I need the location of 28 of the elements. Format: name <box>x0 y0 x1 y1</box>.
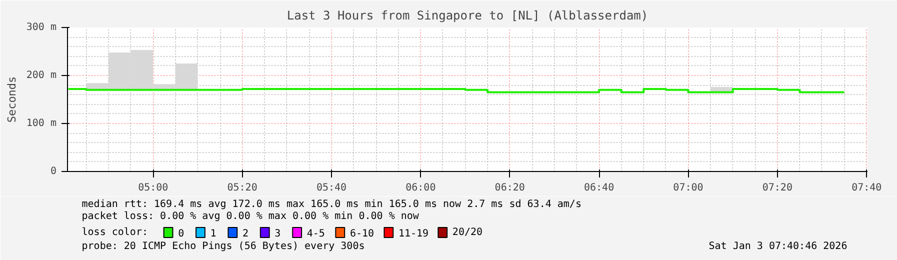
text: Sat Jan 3 07:40:46 2026 <box>708 241 848 252</box>
chart-title: Last 3 Hours from Singapore to [NL] (Alblasserdam) <box>286 8 648 22</box>
x-tick-label: 05:40 <box>316 182 347 194</box>
legend-label: 0 <box>178 228 184 240</box>
y-tick-label: 0 <box>50 166 57 177</box>
y-tick-label: 300 m <box>26 22 57 33</box>
x-tick-label: 06:00 <box>406 182 436 194</box>
legend-label: 11-19 <box>398 228 429 240</box>
y-axis-title: Seconds <box>5 76 18 123</box>
text: median rtt: 169.4 ms avg 172.0 ms max 165.0 ms min 165.0 ms now 2.7 ms sd 63.4 am/s <box>82 199 582 210</box>
x-tick-label: 07:00 <box>673 182 704 194</box>
legend-label: 4-5 <box>306 228 325 240</box>
text: probe: 20 ICMP Echo Pings (56 Bytes) every 300s <box>82 241 365 252</box>
legend-label: 2 <box>242 228 249 240</box>
text: packet loss: 0.00 % avg 0.00 % max 0.00 % min 0.00 % now <box>82 211 420 222</box>
x-tick-label: 05:20 <box>227 182 258 194</box>
x-tick-label: 07:40 <box>852 182 882 194</box>
x-tick-label: 05:00 <box>138 182 168 194</box>
x-tick-label: 06:40 <box>584 182 614 194</box>
legend-label: 20/20 <box>452 227 483 238</box>
x-tick-label: 07:20 <box>762 182 792 194</box>
legend-title: loss color: <box>82 227 148 238</box>
legend-label: 3 <box>274 228 281 240</box>
y-tick-label: 100 m <box>26 118 57 129</box>
legend-label: 6-10 <box>350 228 374 240</box>
y-tick-label: 200 m <box>26 70 57 81</box>
legend-label: 1 <box>210 228 216 240</box>
x-tick-label: 06:20 <box>494 182 525 194</box>
